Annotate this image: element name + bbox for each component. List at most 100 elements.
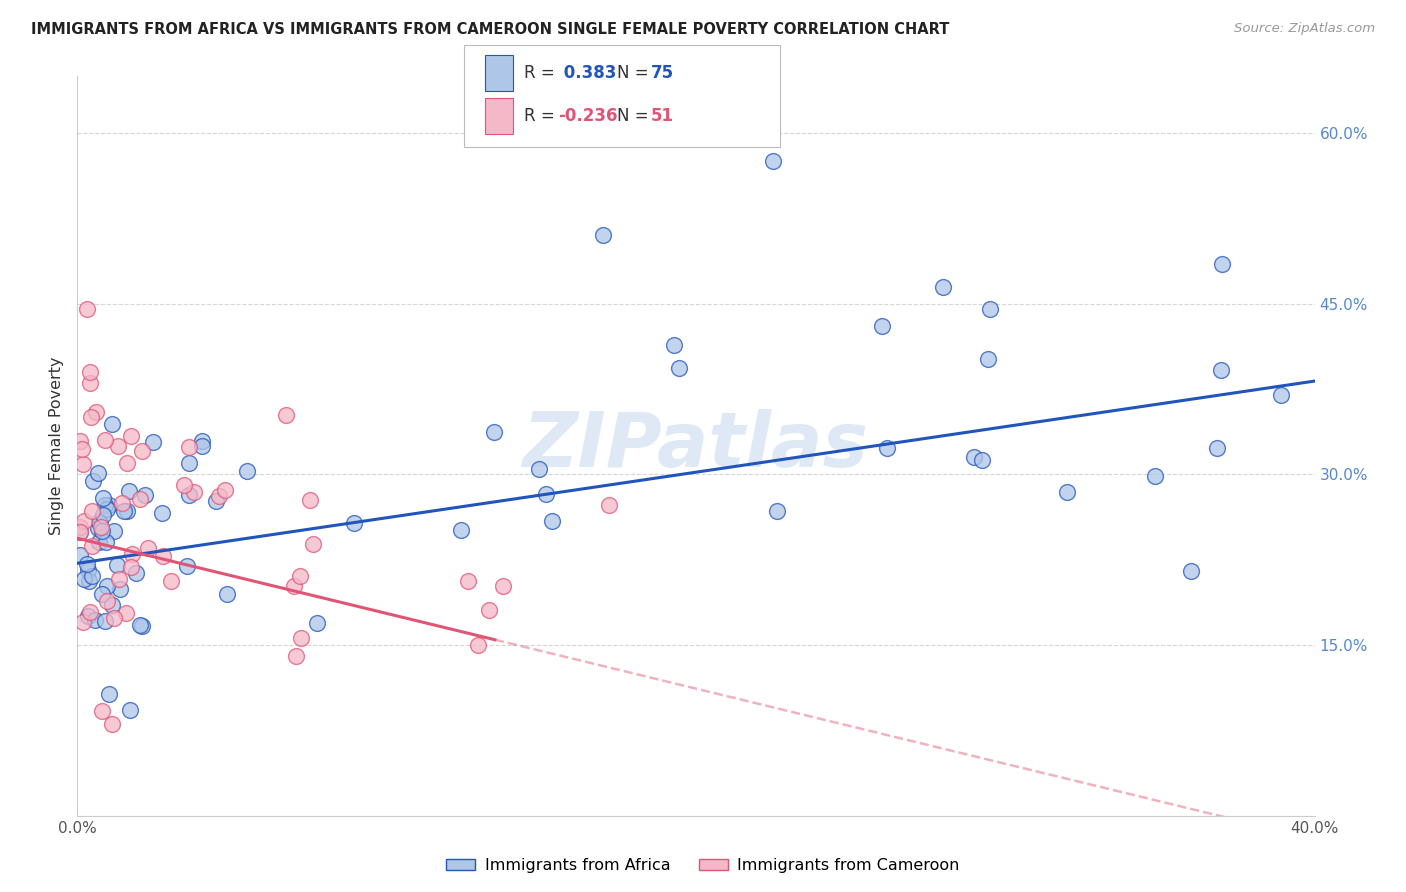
Text: R =: R = <box>524 107 561 125</box>
Point <box>208 490 231 504</box>
Point <box>159 574 181 588</box>
Point <box>662 338 685 352</box>
Point <box>115 456 138 470</box>
Point <box>932 279 955 293</box>
Point <box>69 434 91 448</box>
Point <box>307 616 329 631</box>
Point <box>73 573 96 587</box>
Point <box>79 574 101 589</box>
Point <box>1211 257 1233 271</box>
Point <box>963 450 986 465</box>
Y-axis label: Single Female Poverty: Single Female Poverty <box>49 357 65 535</box>
Point <box>870 319 893 334</box>
Point <box>121 429 143 443</box>
Point <box>93 434 115 448</box>
Point <box>1270 388 1292 402</box>
Point <box>527 462 550 476</box>
Text: R =: R = <box>524 64 561 82</box>
Point <box>217 587 239 601</box>
Point <box>121 547 143 561</box>
Point <box>76 557 98 571</box>
Point <box>79 376 101 391</box>
Point <box>274 408 297 422</box>
Point <box>534 487 557 501</box>
Point <box>1205 441 1227 455</box>
Point <box>138 541 160 556</box>
Point <box>457 574 479 588</box>
Point <box>283 579 305 593</box>
Point <box>86 521 108 535</box>
Point <box>478 603 501 617</box>
Point <box>592 228 614 243</box>
Text: 51: 51 <box>651 107 673 125</box>
Legend: Immigrants from Africa, Immigrants from Cameroon: Immigrants from Africa, Immigrants from … <box>440 852 966 880</box>
Point <box>343 516 366 530</box>
Text: IMMIGRANTS FROM AFRICA VS IMMIGRANTS FROM CAMEROON SINGLE FEMALE POVERTY CORRELA: IMMIGRANTS FROM AFRICA VS IMMIGRANTS FRO… <box>31 22 949 37</box>
Point <box>115 504 138 518</box>
Point <box>91 508 114 522</box>
Point <box>288 569 311 583</box>
Point <box>108 582 131 596</box>
Point <box>96 502 118 516</box>
Point <box>302 536 325 550</box>
Point <box>69 525 91 540</box>
Point <box>120 703 142 717</box>
Point <box>972 453 994 467</box>
Point <box>235 464 257 478</box>
Point <box>120 560 142 574</box>
Point <box>72 615 94 629</box>
Point <box>107 572 129 586</box>
Point <box>152 549 174 564</box>
Point <box>541 514 564 528</box>
Point <box>183 485 205 500</box>
Point <box>69 549 91 563</box>
Point <box>1180 564 1202 578</box>
Point <box>82 504 104 518</box>
Point <box>69 520 91 534</box>
Point <box>103 524 125 538</box>
Point <box>467 638 489 652</box>
Point <box>100 417 122 431</box>
Point <box>876 441 898 455</box>
Text: 75: 75 <box>651 64 673 82</box>
Point <box>82 568 104 582</box>
Point <box>177 441 200 455</box>
Point <box>173 478 195 492</box>
Point <box>492 579 515 593</box>
Point <box>70 442 93 456</box>
Point <box>177 488 200 502</box>
Text: 0.383: 0.383 <box>558 64 617 82</box>
Point <box>766 504 789 518</box>
Point <box>69 525 91 540</box>
Point <box>668 361 690 376</box>
Point <box>977 351 1000 366</box>
Text: -0.236: -0.236 <box>558 107 617 125</box>
Point <box>205 493 228 508</box>
Point <box>96 579 118 593</box>
Point <box>91 587 114 601</box>
Point <box>598 499 620 513</box>
Point <box>72 457 94 471</box>
Point <box>89 516 111 531</box>
Point <box>87 467 110 481</box>
Point <box>134 488 156 502</box>
Point <box>87 534 110 549</box>
Point <box>105 558 128 572</box>
Point <box>1143 469 1166 483</box>
Point <box>100 598 122 612</box>
Point <box>298 492 321 507</box>
Point <box>96 593 118 607</box>
Point <box>84 405 107 419</box>
Point <box>112 504 135 518</box>
Point <box>97 687 120 701</box>
Point <box>91 524 114 539</box>
Point <box>129 618 152 632</box>
Point <box>177 456 200 470</box>
Point <box>87 515 110 529</box>
Point <box>94 498 117 512</box>
Point <box>142 434 165 449</box>
Text: N =: N = <box>617 64 654 82</box>
Point <box>82 474 104 488</box>
Point <box>79 605 101 619</box>
Point <box>111 496 134 510</box>
